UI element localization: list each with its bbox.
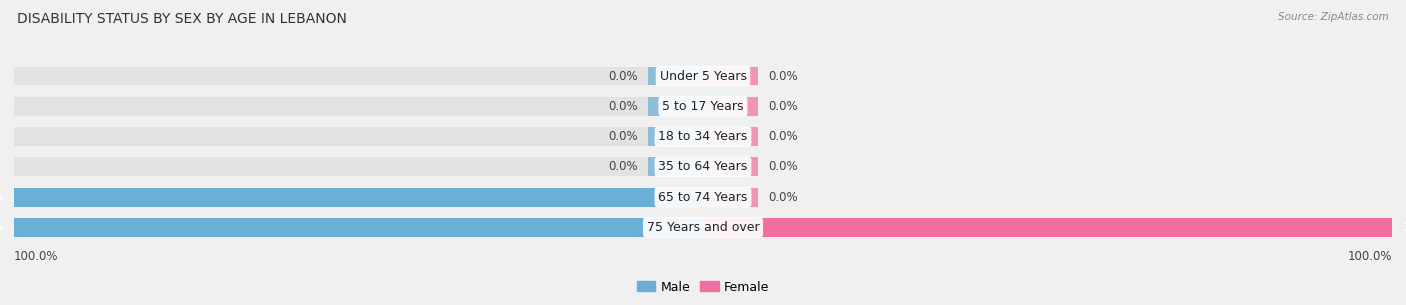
Text: 0.0%: 0.0% bbox=[769, 160, 799, 173]
Text: Under 5 Years: Under 5 Years bbox=[659, 70, 747, 83]
Text: 100.0%: 100.0% bbox=[1347, 250, 1392, 263]
Text: 0.0%: 0.0% bbox=[607, 130, 637, 143]
Text: 18 to 34 Years: 18 to 34 Years bbox=[658, 130, 748, 143]
Bar bbox=[14, 157, 703, 176]
Bar bbox=[14, 127, 703, 146]
Bar bbox=[703, 127, 758, 146]
Bar bbox=[703, 67, 758, 85]
Bar bbox=[14, 97, 703, 116]
Bar bbox=[703, 97, 758, 116]
Text: 0.0%: 0.0% bbox=[607, 70, 637, 83]
Bar bbox=[14, 218, 703, 237]
Text: 75 Years and over: 75 Years and over bbox=[647, 221, 759, 234]
Bar bbox=[648, 97, 703, 116]
Bar bbox=[14, 188, 703, 206]
Text: 100.0%: 100.0% bbox=[0, 221, 4, 234]
Bar bbox=[703, 188, 758, 206]
Bar bbox=[14, 188, 703, 206]
Text: 65 to 74 Years: 65 to 74 Years bbox=[658, 191, 748, 204]
Text: 5 to 17 Years: 5 to 17 Years bbox=[662, 100, 744, 113]
Text: Source: ZipAtlas.com: Source: ZipAtlas.com bbox=[1278, 12, 1389, 22]
Bar bbox=[648, 127, 703, 146]
Bar bbox=[703, 218, 1392, 237]
Text: 0.0%: 0.0% bbox=[607, 100, 637, 113]
Bar bbox=[14, 218, 703, 237]
Text: 100.0%: 100.0% bbox=[0, 191, 4, 204]
Text: 0.0%: 0.0% bbox=[769, 130, 799, 143]
Text: 35 to 64 Years: 35 to 64 Years bbox=[658, 160, 748, 173]
Text: 0.0%: 0.0% bbox=[769, 191, 799, 204]
Bar bbox=[648, 157, 703, 176]
Text: DISABILITY STATUS BY SEX BY AGE IN LEBANON: DISABILITY STATUS BY SEX BY AGE IN LEBAN… bbox=[17, 12, 347, 26]
Text: 0.0%: 0.0% bbox=[769, 100, 799, 113]
Text: 100.0%: 100.0% bbox=[1402, 221, 1406, 234]
Text: 0.0%: 0.0% bbox=[769, 70, 799, 83]
Legend: Male, Female: Male, Female bbox=[631, 275, 775, 299]
Bar bbox=[14, 67, 703, 85]
Bar bbox=[703, 157, 758, 176]
Text: 100.0%: 100.0% bbox=[14, 250, 59, 263]
Bar bbox=[648, 67, 703, 85]
Text: 0.0%: 0.0% bbox=[607, 160, 637, 173]
